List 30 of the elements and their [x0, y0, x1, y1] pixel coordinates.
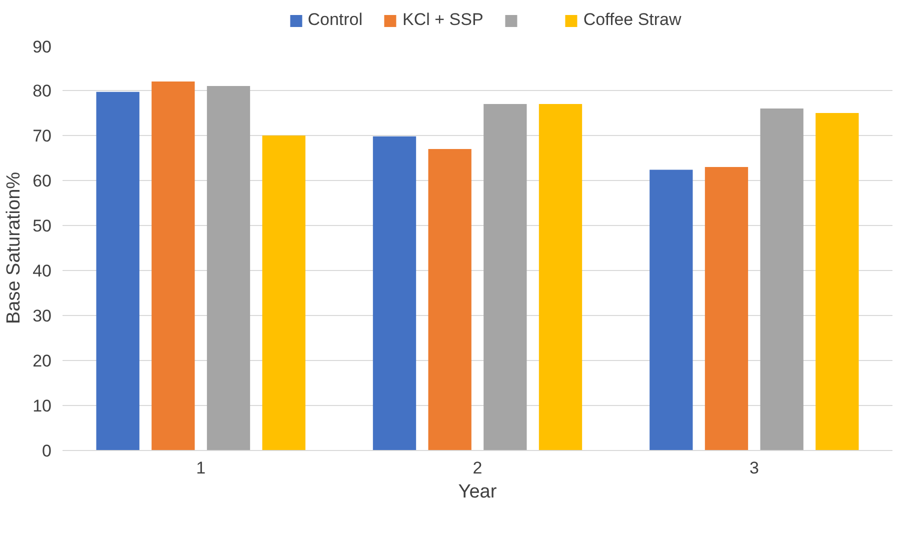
x-tick-label: 1	[196, 458, 206, 478]
bar	[262, 136, 306, 450]
bar	[206, 86, 250, 450]
bar	[650, 170, 693, 450]
legend-label: KCl + SSP	[402, 10, 484, 30]
y-tick-label: 40	[32, 262, 52, 280]
bar	[484, 104, 527, 450]
bar	[372, 136, 416, 450]
y-tick-label: 10	[32, 396, 52, 416]
x-axis-title: Year	[458, 482, 498, 502]
y-tick-label: 30	[32, 306, 52, 326]
y-tick-label: 50	[32, 216, 52, 236]
bar	[96, 92, 140, 450]
legend-label: Coffee Straw	[583, 10, 682, 30]
y-tick-label: 60	[32, 172, 52, 190]
x-tick-label: 2	[472, 458, 482, 478]
y-tick-label: 90	[32, 38, 52, 56]
bar	[538, 104, 582, 450]
bar	[152, 82, 195, 450]
bar	[428, 149, 472, 450]
x-tick-label: 3	[749, 458, 759, 478]
y-axis-title: Base Saturation%	[4, 172, 25, 324]
y-tick-label: 80	[32, 82, 52, 100]
legend-label: Control	[308, 10, 363, 30]
bar	[704, 167, 748, 450]
y-tick-label: 20	[32, 352, 52, 370]
y-tick-label: 70	[32, 126, 52, 146]
bar	[816, 113, 859, 450]
bar	[760, 108, 804, 450]
y-tick-label: 0	[42, 442, 52, 460]
